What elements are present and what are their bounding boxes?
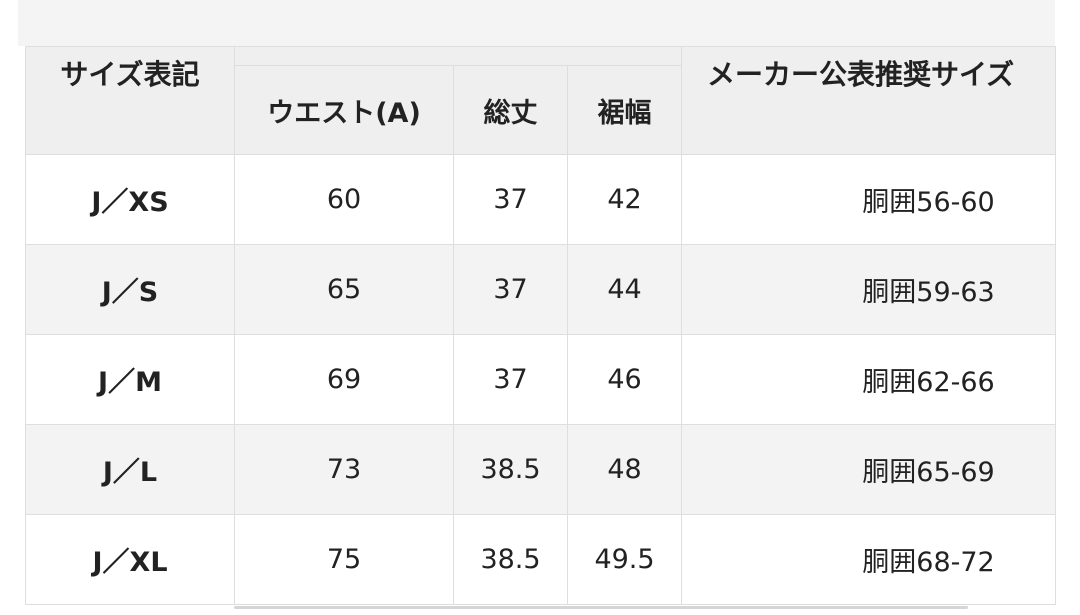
header-waist: ウエスト(A)	[234, 65, 454, 155]
cell-size: J／M	[25, 334, 235, 425]
table-row: J／S 65 37 44 胴囲59-63	[25, 244, 1057, 335]
cell-hem: 46	[566, 334, 683, 425]
cell-length: 37	[453, 154, 568, 245]
cell-maker: 胴囲65-69	[681, 424, 1057, 515]
cell-hem: 44	[566, 244, 683, 335]
cell-size: J／S	[25, 244, 235, 335]
cell-hem: 49.5	[566, 514, 683, 605]
cell-size: J／L	[25, 424, 235, 515]
cell-waist: 69	[234, 334, 454, 425]
header-hem: 裾幅	[566, 65, 683, 155]
cell-waist: 73	[234, 424, 454, 515]
cell-waist: 65	[234, 244, 454, 335]
cell-length: 37	[453, 244, 568, 335]
cell-length: 38.5	[453, 424, 568, 515]
header-maker: メーカー公表推奨サイズ	[681, 46, 1057, 155]
cell-length: 38.5	[453, 514, 568, 605]
table-row: J／M 69 37 46 胴囲62-66	[25, 334, 1057, 425]
cell-maker: 胴囲68-72	[681, 514, 1057, 605]
header-length: 総丈	[453, 65, 568, 155]
cell-maker: 胴囲62-66	[681, 334, 1057, 425]
cell-size: J／XL	[25, 514, 235, 605]
header-group	[233, 46, 683, 66]
table-row: J／XL 75 38.5 49.5 胴囲68-72	[25, 514, 1057, 605]
table-row: J／XS 60 37 42 胴囲56-60	[25, 154, 1057, 245]
cell-waist: 75	[234, 514, 454, 605]
horizontal-scrollbar[interactable]	[234, 606, 968, 609]
header-size: サイズ表記	[25, 46, 235, 155]
top-band	[18, 0, 1055, 46]
table-row: J／L 73 38.5 48 胴囲65-69	[25, 424, 1057, 515]
cell-length: 37	[453, 334, 568, 425]
cell-waist: 60	[234, 154, 454, 245]
cell-size: J／XS	[25, 154, 235, 245]
cell-hem: 42	[566, 154, 683, 245]
cell-maker: 胴囲56-60	[681, 154, 1057, 245]
cell-hem: 48	[566, 424, 683, 515]
size-table: サイズ表記 メーカー公表推奨サイズ ウエスト(A) 総丈 裾幅 J／XS 60 …	[25, 46, 1057, 605]
cell-maker: 胴囲59-63	[681, 244, 1057, 335]
